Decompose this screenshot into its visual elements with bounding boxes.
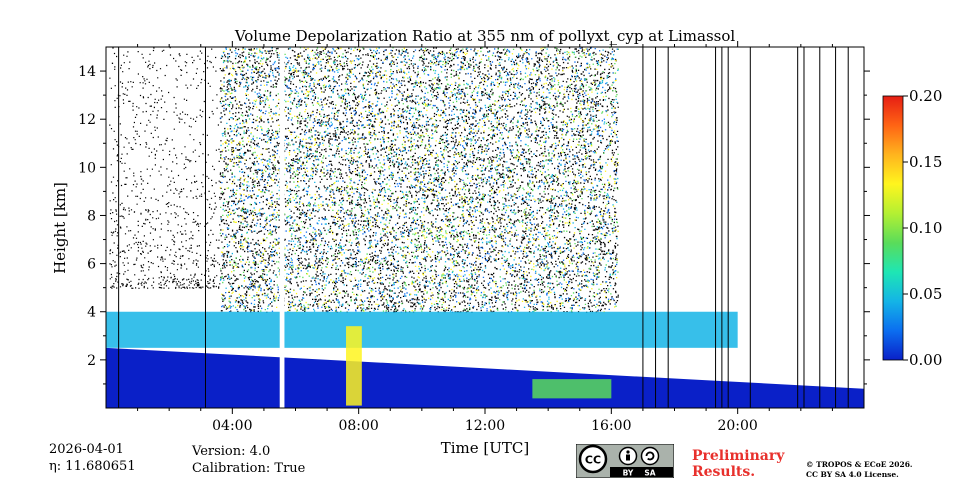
y-tick-label: 14 <box>78 64 96 80</box>
date-info: 2026-04-01 η: 11.680651 <box>49 441 136 475</box>
colorbar-tick-label: 0.05 <box>909 285 942 303</box>
layer-cloud <box>346 326 362 406</box>
data-gap <box>279 47 285 408</box>
noise-speckle-dark <box>219 47 619 313</box>
x-tick-label: 04:00 <box>212 418 252 434</box>
noise-field <box>109 47 619 313</box>
results-line: Results. <box>692 464 756 480</box>
calibration-text: Calibration: True <box>192 461 306 476</box>
aerosol-layers <box>106 311 864 408</box>
version-info: Version: 4.0 Calibration: True <box>192 443 305 477</box>
preliminary-line: Preliminary <box>692 448 785 464</box>
version-text: Version: 4.0 <box>192 444 271 459</box>
cc-text: CC <box>585 454 601 467</box>
y-axis: 2 4 6 8 10 12 14 <box>78 64 870 385</box>
x-tick-label: 20:00 <box>717 418 757 434</box>
x-tick-label: 08:00 <box>338 418 378 434</box>
x-axis-label: Time [UTC] <box>441 439 530 457</box>
colorbar-axis: 0.00 0.05 0.10 0.15 0.20 <box>903 87 942 369</box>
by-text: BY <box>623 469 634 478</box>
y-tick-label: 10 <box>78 160 96 176</box>
layer-boundary-layer <box>106 347 864 408</box>
share-alike-icon <box>640 446 660 466</box>
copyright-notice: © TROPOS & ECoE 2026. CC BY SA 4.0 Licen… <box>806 460 913 480</box>
x-tick-label: 16:00 <box>591 418 631 434</box>
y-tick-label: 4 <box>87 305 96 321</box>
colorbar-tick-label: 0.15 <box>909 153 942 171</box>
eta-text: η: 11.680651 <box>49 459 136 474</box>
date-text: 2026-04-01 <box>49 442 124 457</box>
cloud-lines <box>118 47 849 408</box>
x-tick-label: 12:00 <box>465 418 505 434</box>
cc-by-sa-badge: CC BY SA <box>576 444 674 478</box>
y-tick-label: 8 <box>87 208 96 224</box>
colorbar <box>882 95 904 361</box>
sa-text: SA <box>644 469 655 478</box>
y-tick-label: 6 <box>87 257 96 273</box>
layer-dust-near-surface <box>532 379 612 399</box>
data-gaps <box>279 47 285 408</box>
license-line: CC BY SA 4.0 License. <box>806 470 899 479</box>
y-axis-label: Height [km] <box>51 182 69 274</box>
colorbar-tick-label: 0.10 <box>909 219 942 237</box>
cc-logo-icon <box>578 444 608 474</box>
layer-aerosol-layer <box>106 311 738 348</box>
y-tick-label: 12 <box>78 112 96 128</box>
colorbar-tick-label: 0.00 <box>909 351 942 369</box>
noise-speckle-color <box>219 47 619 313</box>
colorbar-tick-label: 0.20 <box>909 87 942 105</box>
plot-area <box>106 47 864 408</box>
y-tick-label: 2 <box>87 353 96 369</box>
copyright-line: © TROPOS & ECoE 2026. <box>806 460 913 469</box>
preliminary-results-label: Preliminary Results. <box>692 448 784 480</box>
chart-title: Volume Depolarization Ratio at 355 nm of… <box>234 27 736 45</box>
x-axis: 04:00 08:00 12:00 16:00 20:00 <box>137 41 833 434</box>
